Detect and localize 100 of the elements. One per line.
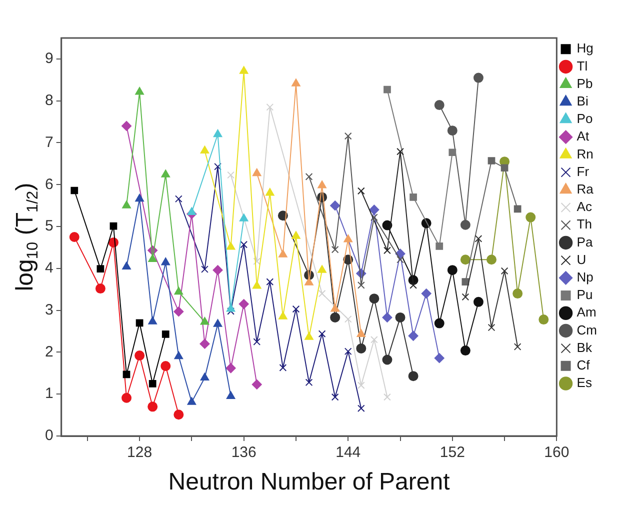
- point: [382, 354, 392, 365]
- point: [148, 254, 157, 262]
- point: [278, 250, 288, 258]
- point: [252, 379, 262, 390]
- point: [421, 288, 432, 299]
- legend-label: Rn: [576, 146, 594, 162]
- point: [200, 338, 210, 349]
- point: [344, 132, 352, 140]
- point: [69, 232, 80, 242]
- point: [174, 351, 184, 360]
- point: [357, 187, 365, 195]
- point: [357, 382, 365, 389]
- point: [369, 294, 380, 304]
- point: [500, 267, 508, 275]
- point: [278, 312, 288, 320]
- point: [201, 266, 208, 273]
- point: [460, 220, 470, 230]
- legend-label: Am: [576, 304, 596, 320]
- y-tick-label: 0: [45, 427, 54, 444]
- point: [161, 170, 170, 178]
- legend-label: Pu: [576, 287, 593, 302]
- point: [122, 120, 132, 131]
- point: [266, 278, 274, 286]
- point: [227, 307, 234, 315]
- point: [200, 317, 210, 325]
- point: [161, 258, 170, 266]
- y-tick-label: 1: [45, 385, 54, 402]
- point: [514, 205, 522, 213]
- point: [162, 330, 170, 338]
- point: [239, 214, 248, 222]
- point: [486, 254, 497, 265]
- point: [212, 265, 223, 276]
- point: [382, 220, 392, 230]
- point: [318, 330, 326, 338]
- point: [331, 393, 339, 401]
- legend-label: Ra: [576, 181, 594, 196]
- point: [357, 404, 365, 412]
- point: [279, 364, 287, 372]
- point: [305, 378, 313, 386]
- point: [434, 100, 444, 110]
- y-tick-label: 3: [45, 301, 54, 318]
- point: [148, 402, 158, 412]
- point: [95, 284, 106, 294]
- point: [292, 231, 300, 239]
- point: [238, 299, 249, 310]
- point: [460, 346, 470, 356]
- legend-label: Pb: [576, 76, 593, 91]
- point: [227, 171, 234, 179]
- point: [538, 314, 549, 325]
- legend-label: Bi: [576, 93, 588, 108]
- point: [396, 148, 404, 156]
- x-axis-title: Neutron Number of Parent: [168, 468, 450, 496]
- point: [474, 234, 482, 242]
- legend-label: At: [576, 128, 590, 144]
- point: [526, 212, 536, 222]
- point: [356, 343, 366, 354]
- point: [384, 246, 391, 254]
- point: [110, 222, 118, 230]
- point: [318, 180, 326, 188]
- point: [500, 164, 508, 172]
- point: [252, 281, 262, 289]
- point: [214, 162, 222, 170]
- point: [369, 204, 380, 215]
- point: [266, 103, 274, 111]
- point: [462, 293, 470, 301]
- point: [436, 242, 444, 250]
- x-tick-label: 152: [440, 444, 465, 462]
- point: [396, 256, 404, 264]
- point: [160, 361, 171, 372]
- legend-label: Th: [576, 216, 592, 232]
- point: [344, 315, 352, 323]
- point: [408, 371, 418, 382]
- point: [148, 316, 157, 324]
- point: [174, 306, 184, 317]
- point: [370, 336, 378, 344]
- y-axis-title: log10 (T1/2): [12, 182, 42, 292]
- point: [292, 305, 300, 313]
- legend-label: Es: [576, 375, 592, 390]
- legend-label: Pa: [576, 234, 594, 250]
- point: [70, 186, 78, 194]
- point: [240, 240, 248, 248]
- point: [344, 348, 352, 356]
- point: [213, 129, 222, 138]
- x-tick-label: 160: [544, 444, 570, 462]
- point: [514, 343, 522, 350]
- point: [410, 281, 417, 289]
- point: [135, 87, 144, 95]
- point: [318, 290, 326, 298]
- point: [447, 126, 458, 136]
- point: [304, 278, 314, 286]
- point: [318, 265, 326, 273]
- point: [252, 168, 262, 176]
- point: [253, 338, 261, 346]
- point: [408, 330, 418, 341]
- legend-label: Ac: [576, 199, 592, 214]
- y-tick-label: 2: [45, 343, 54, 360]
- point: [213, 319, 222, 327]
- x-tick-label: 136: [231, 444, 256, 462]
- y-tick-label: 5: [45, 218, 54, 235]
- point: [134, 350, 145, 361]
